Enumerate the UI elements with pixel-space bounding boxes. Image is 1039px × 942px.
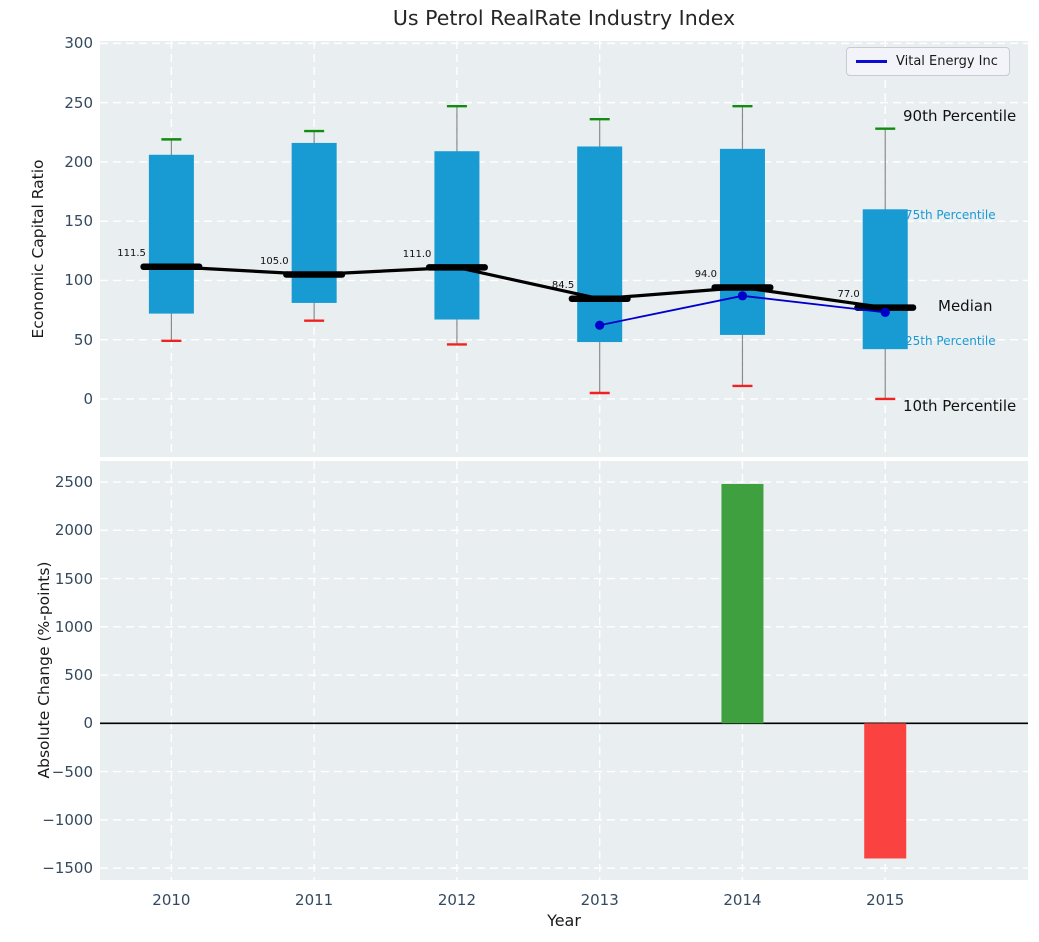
median-value-label: 84.5 bbox=[551, 280, 575, 292]
y-tick-label-top: 300 bbox=[64, 34, 93, 53]
y-tick-label-bottom: 2500 bbox=[54, 473, 93, 492]
company-marker-2013 bbox=[595, 320, 605, 330]
y-axis-label-top: Economic Capital Ratio bbox=[29, 159, 47, 339]
box-plot-canvas bbox=[100, 41, 1028, 457]
y-tick-label-bottom: 2000 bbox=[54, 521, 93, 540]
x-tick-label: 2014 bbox=[723, 891, 762, 909]
iqr-box-2012 bbox=[434, 151, 480, 320]
legend-label: Vital Energy Inc bbox=[896, 54, 998, 69]
legend: Vital Energy Inc bbox=[846, 47, 1010, 76]
bar-plot-canvas bbox=[100, 461, 1028, 880]
median-dash-2015 bbox=[854, 304, 917, 311]
y-tick-label-top: 150 bbox=[64, 212, 93, 231]
y-tick-label-top: 0 bbox=[83, 389, 93, 408]
x-tick-label: 2015 bbox=[866, 891, 905, 909]
median-dash-2010 bbox=[140, 263, 203, 271]
company-marker-2015 bbox=[880, 307, 890, 318]
median-dash-2014 bbox=[711, 284, 774, 291]
median-value-label: 111.5 bbox=[117, 248, 146, 260]
median-value-label: 77.0 bbox=[837, 289, 860, 301]
y-tick-label-bottom: 1500 bbox=[54, 569, 93, 588]
change-bar-2015 bbox=[864, 723, 907, 859]
x-tick-label: 2012 bbox=[437, 891, 477, 909]
y-tick-label-bottom: 1000 bbox=[54, 617, 93, 636]
iqr-box-2010 bbox=[148, 154, 194, 314]
y-tick-label-bottom: 500 bbox=[64, 666, 93, 685]
legend-line-icon bbox=[856, 60, 887, 63]
annotation-90th-percentile: 90th Percentile bbox=[903, 107, 1017, 125]
iqr-box-2011 bbox=[291, 142, 337, 303]
y-tick-label-bottom: −500 bbox=[51, 762, 93, 781]
annotation-10th-percentile: 10th Percentile bbox=[903, 397, 1017, 415]
annotation-25th-percentile: 25th Percentile bbox=[905, 334, 996, 348]
y-tick-label-top: 200 bbox=[64, 152, 93, 171]
x-tick-label: 2013 bbox=[580, 891, 619, 909]
y-tick-label-bottom: 0 bbox=[83, 714, 93, 733]
company-marker-2014 bbox=[737, 291, 748, 301]
median-value-label: 94.0 bbox=[694, 269, 717, 281]
annotation-75th-percentile: 75th Percentile bbox=[905, 208, 996, 222]
annotation-median: Median bbox=[938, 297, 993, 315]
x-axis-label: Year bbox=[547, 911, 581, 930]
median-dash-2013 bbox=[568, 295, 631, 303]
y-tick-label-top: 250 bbox=[64, 93, 93, 112]
iqr-box-2013 bbox=[577, 146, 623, 343]
median-value-label: 105.0 bbox=[260, 255, 289, 267]
y-tick-label-top: 50 bbox=[73, 330, 93, 349]
y-tick-label-top: 100 bbox=[64, 271, 93, 290]
chart-title: Us Petrol RealRate Industry Index bbox=[392, 6, 736, 30]
iqr-box-2015 bbox=[862, 209, 908, 350]
x-tick-label: 2011 bbox=[295, 891, 334, 909]
y-tick-label-bottom: −1000 bbox=[42, 810, 93, 829]
iqr-box-2014 bbox=[719, 148, 765, 335]
y-tick-label-bottom: −1500 bbox=[42, 859, 93, 878]
median-value-label: 111.0 bbox=[402, 248, 432, 260]
median-dash-2012 bbox=[425, 264, 488, 271]
x-tick-label: 2010 bbox=[152, 891, 191, 909]
change-bar-2014 bbox=[721, 483, 764, 724]
median-dash-2011 bbox=[283, 271, 346, 278]
